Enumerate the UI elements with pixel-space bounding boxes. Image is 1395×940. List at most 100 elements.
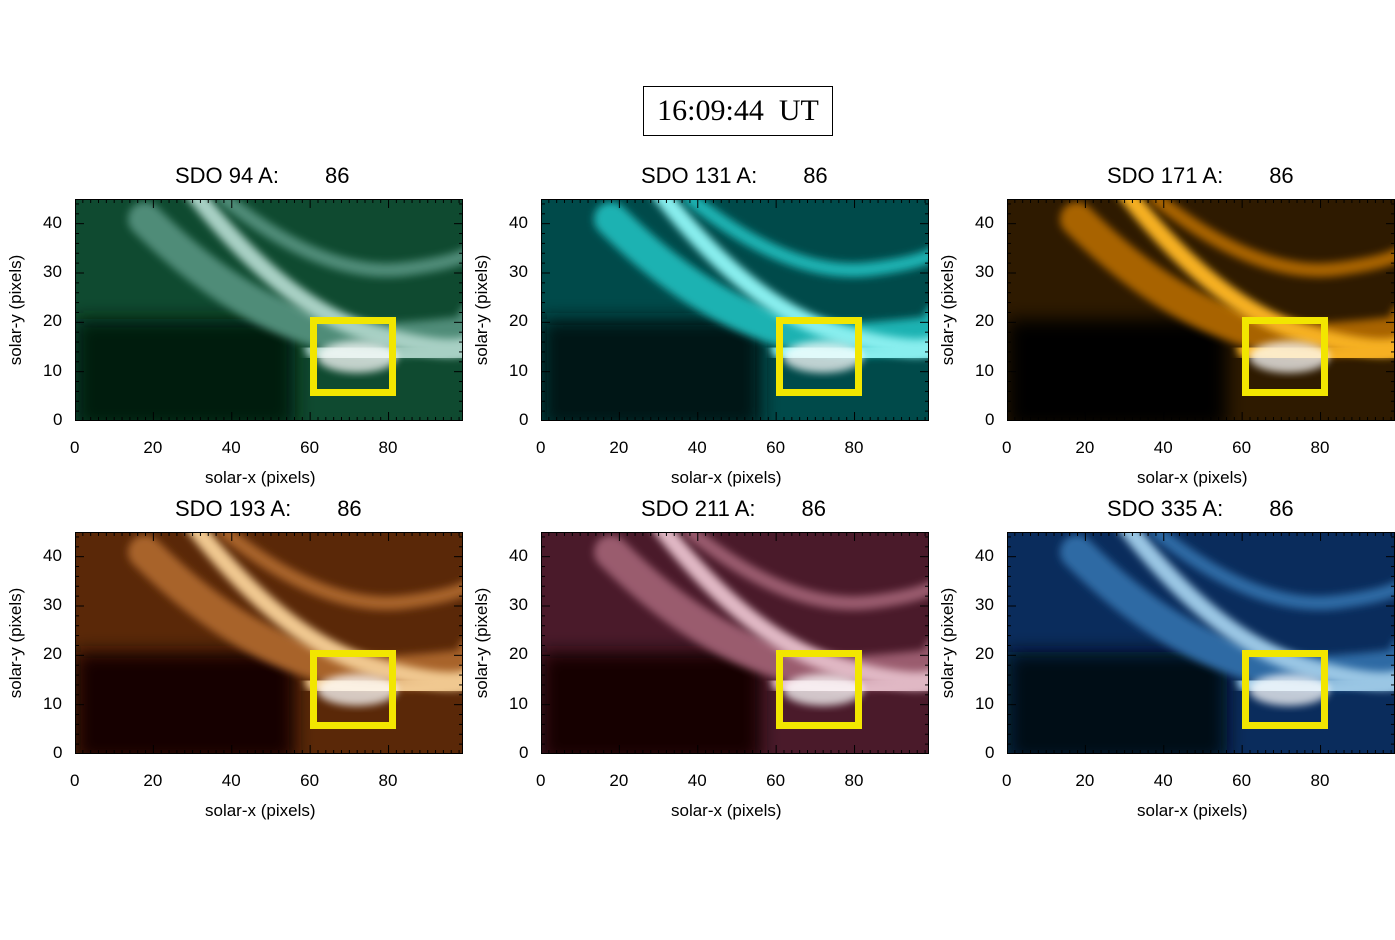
y-tick-label: 20 [509,311,528,331]
y-axis-label: solar-y (pixels) [472,587,491,699]
panel-frame-number: 86 [324,163,350,188]
x-tick-label: 0 [70,438,80,457]
solar-image-335 [1007,532,1395,754]
panel-wavelength-label: SDO 131 A: [641,163,758,188]
x-tick-label: 40 [687,771,707,790]
x-tick-label: 20 [1075,438,1095,457]
solar-image-171 [1007,199,1395,421]
y-tick-label: 40 [509,545,528,565]
x-axis-label: solar-x (pixels) [1137,468,1248,487]
y-axis-label: solar-y (pixels) [938,254,957,366]
x-axis-label: solar-x (pixels) [671,801,782,820]
y-tick-label: 30 [975,262,994,281]
x-axis-label: solar-x (pixels) [1137,801,1248,820]
panel-title-94: SDO 94 A: 86 [175,163,349,189]
y-tick-label: 40 [43,545,62,565]
y-tick-label: 30 [43,262,62,281]
y-tick-label: 0 [519,410,529,429]
y-tick-label: 0 [985,743,995,762]
x-tick-label: 20 [609,771,629,790]
region-of-interest-box [1242,317,1329,397]
y-tick-label: 30 [975,595,994,614]
y-axis-label: solar-y (pixels) [6,254,25,366]
y-tick-label: 10 [43,360,62,380]
x-tick-label: 60 [300,438,320,457]
x-axis-label: solar-x (pixels) [671,468,782,487]
x-tick-label: 40 [221,771,241,790]
y-tick-label: 0 [519,743,529,762]
x-tick-label: 20 [143,771,163,790]
panel-wavelength-label: SDO 171 A: [1107,163,1224,188]
x-tick-label: 0 [1002,771,1012,790]
y-tick-label: 30 [509,595,528,614]
x-tick-label: 40 [1153,771,1173,790]
x-axis-label: solar-x (pixels) [205,468,316,487]
x-tick-label: 60 [1232,438,1252,457]
solar-image-193 [75,532,463,754]
region-of-interest-box [776,317,863,397]
y-tick-label: 40 [509,212,528,232]
panel-title-171: SDO 171 A: 86 [1107,163,1294,189]
timestamp-label: 16:09:44 UT [643,86,833,136]
x-tick-label: 20 [609,438,629,457]
y-tick-label: 10 [43,693,62,713]
x-tick-label: 60 [766,438,786,457]
x-tick-label: 80 [378,771,398,790]
x-tick-label: 40 [221,438,241,457]
panel-frame-number: 86 [337,496,362,521]
x-tick-label: 0 [536,771,546,790]
x-tick-label: 0 [536,438,546,457]
x-tick-label: 80 [378,438,398,457]
y-tick-label: 10 [975,693,994,713]
y-axis-label: solar-y (pixels) [472,254,491,366]
y-tick-label: 20 [43,644,62,664]
panel-wavelength-label: SDO 335 A: [1107,496,1224,521]
panel-wavelength-label: SDO 211 A: [641,496,756,521]
y-tick-label: 0 [53,410,63,429]
y-tick-label: 10 [509,693,528,713]
y-tick-label: 20 [975,311,994,331]
region-of-interest-box [310,650,397,730]
y-tick-label: 10 [975,360,994,380]
y-tick-label: 30 [43,595,62,614]
x-tick-label: 20 [143,438,163,457]
x-tick-label: 40 [1153,438,1173,457]
y-tick-label: 40 [975,212,994,232]
panel-frame-number: 86 [1269,496,1294,521]
y-tick-label: 0 [985,410,995,429]
y-tick-label: 10 [509,360,528,380]
y-tick-label: 40 [975,545,994,565]
x-tick-label: 80 [1310,771,1330,790]
y-tick-label: 20 [43,311,62,331]
y-tick-label: 0 [53,743,63,762]
x-tick-label: 40 [687,438,707,457]
panel-frame-number: 86 [1269,163,1294,188]
y-tick-label: 20 [509,644,528,664]
x-tick-label: 60 [1232,771,1252,790]
solar-image-94 [75,199,463,421]
x-tick-label: 80 [1310,438,1330,457]
solar-image-131 [541,199,929,421]
solar-image-211 [541,532,929,754]
x-tick-label: 0 [70,771,80,790]
x-axis-label: solar-x (pixels) [205,801,316,820]
x-tick-label: 20 [1075,771,1095,790]
panel-title-193: SDO 193 A: 86 [175,496,362,522]
x-tick-label: 60 [300,771,320,790]
y-axis-label: solar-y (pixels) [6,587,25,699]
panel-title-131: SDO 131 A: 86 [641,163,828,189]
region-of-interest-box [776,650,863,730]
region-of-interest-box [1242,650,1329,730]
x-tick-label: 80 [844,771,864,790]
x-tick-label: 0 [1002,438,1012,457]
x-tick-label: 80 [844,438,864,457]
y-axis-label: solar-y (pixels) [938,587,957,699]
panel-wavelength-label: SDO 193 A: [175,496,292,521]
panel-wavelength-label: SDO 94 A: [175,163,279,188]
y-tick-label: 20 [975,644,994,664]
y-tick-label: 40 [43,212,62,232]
y-tick-label: 30 [509,262,528,281]
panel-title-211: SDO 211 A: 86 [641,496,826,522]
panel-frame-number: 86 [803,163,828,188]
region-of-interest-box [310,317,397,397]
